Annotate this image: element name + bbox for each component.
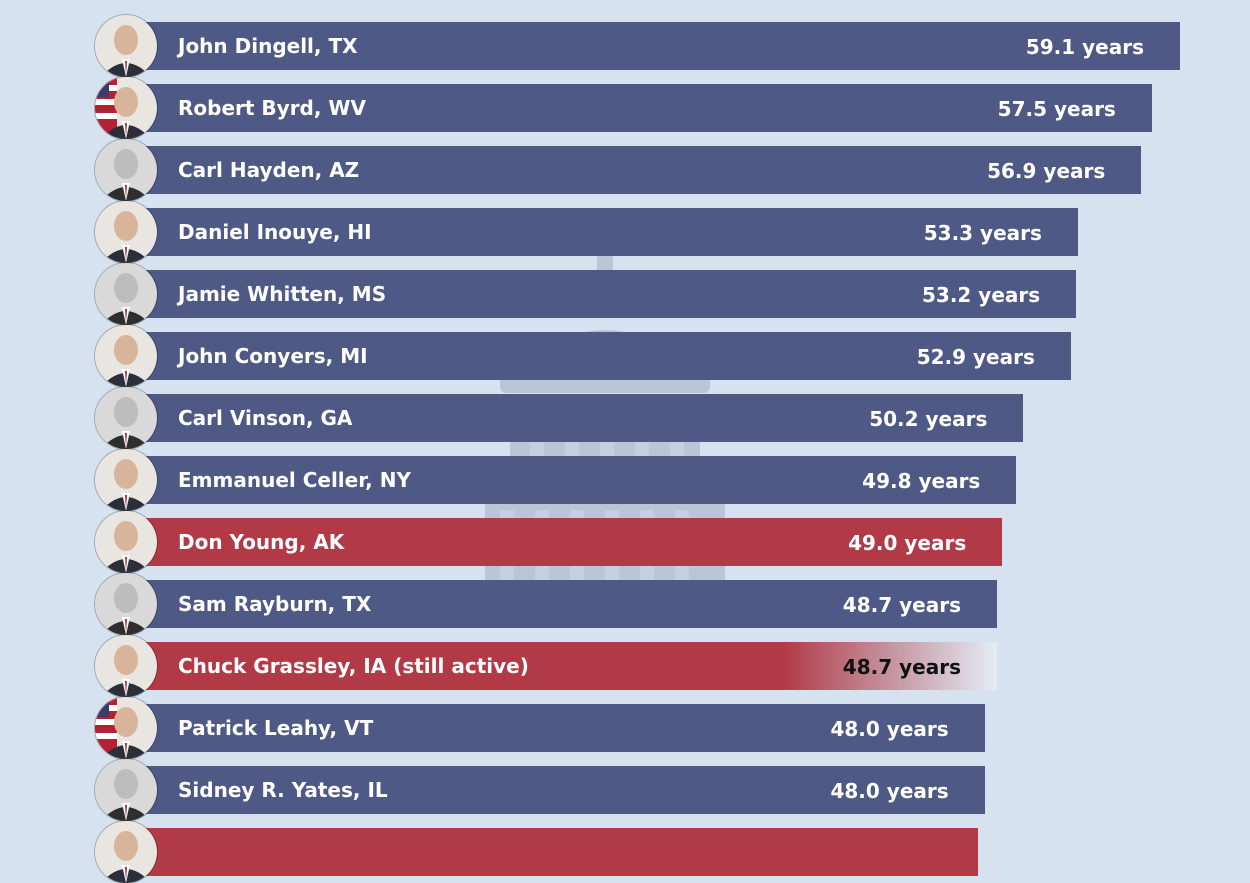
bar-label: Jamie Whitten, MS — [178, 282, 387, 306]
bar-label: Chuck Grassley, IA (still active) — [178, 654, 529, 678]
value-label: 52.9 years — [916, 345, 1035, 369]
bar-1 — [140, 22, 1180, 70]
value-label: 48.0 years — [830, 717, 949, 741]
bar-label: Emmanuel Celler, NY — [178, 468, 411, 492]
bar-label: Don Young, AK — [178, 530, 345, 554]
value-label: 49.0 years — [848, 531, 967, 555]
bar-label: John Conyers, MI — [178, 344, 368, 368]
bar-12 — [140, 704, 985, 752]
value-label: 48.0 years — [830, 779, 949, 803]
portrait-bw-icon — [95, 139, 157, 201]
portrait-bw-icon — [95, 387, 157, 449]
value-label: 48.7 years — [842, 593, 961, 617]
portrait-bw-icon — [95, 573, 157, 635]
bar-10 — [140, 580, 997, 628]
bar-label: Carl Vinson, GA — [178, 406, 353, 430]
portrait-color-icon — [95, 511, 157, 573]
portrait-color-icon — [95, 15, 157, 77]
portrait-flag-icon — [95, 77, 157, 139]
value-label: 48.7 years — [842, 655, 961, 679]
portrait-flag-icon — [95, 697, 157, 759]
bar-label: John Dingell, TX — [178, 34, 358, 58]
bar-label: Sam Rayburn, TX — [178, 592, 372, 616]
bar-label: Patrick Leahy, VT — [178, 716, 374, 740]
bar-11 — [140, 642, 997, 690]
portrait-color-icon — [95, 325, 157, 387]
portrait-color-icon — [95, 821, 157, 883]
portrait-color-icon — [95, 635, 157, 697]
value-label: 50.2 years — [869, 407, 988, 431]
bar-2 — [140, 84, 1152, 132]
bar-5 — [140, 270, 1077, 318]
bar-4 — [140, 208, 1078, 256]
bar-3 — [140, 146, 1142, 194]
bar-label: Carl Hayden, AZ — [178, 158, 360, 182]
bar-8 — [140, 456, 1017, 504]
chart-area: John Dingell, TX 59.1 years Robert Byrd, W… — [95, 15, 1180, 883]
value-label: 56.9 years — [987, 159, 1106, 183]
bar-7 — [140, 394, 1024, 442]
value-label: 53.3 years — [923, 221, 1042, 245]
bar-13 — [140, 766, 985, 814]
bar-6 — [140, 332, 1071, 380]
bar-label: Robert Byrd, WV — [178, 96, 366, 120]
bar-9 — [140, 518, 1003, 566]
bar-label: Daniel Inouye, HI — [178, 220, 372, 244]
bar-label: Sidney R. Yates, IL — [178, 778, 388, 802]
portrait-bw-icon — [95, 263, 157, 325]
value-label: 53.2 years — [921, 283, 1041, 307]
portrait-color-icon — [95, 201, 157, 263]
value-label: 57.5 years — [997, 97, 1116, 121]
portrait-bw-icon — [95, 759, 157, 821]
portrait-color-icon — [95, 449, 157, 511]
value-label: 49.8 years — [862, 469, 981, 493]
bar-14 — [140, 828, 978, 876]
value-label: 59.1 years — [1025, 35, 1144, 59]
